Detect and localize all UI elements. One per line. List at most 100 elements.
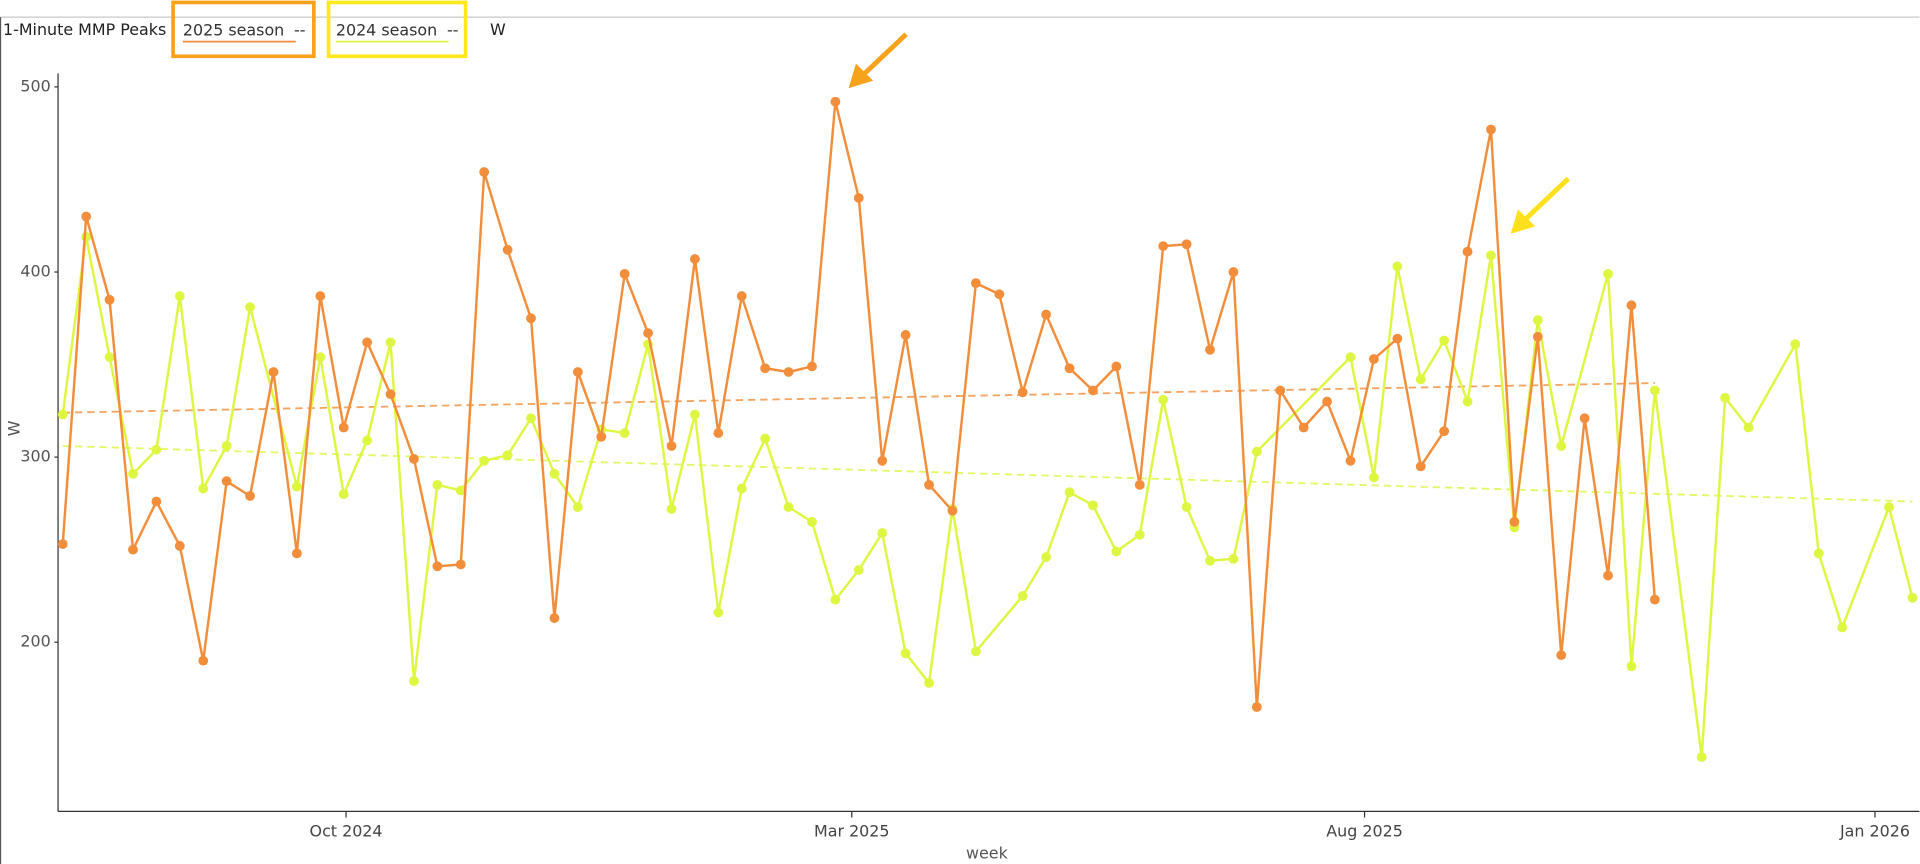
data-point — [57, 539, 68, 549]
data-point — [198, 483, 209, 494]
data-point — [1181, 239, 1192, 250]
data-point — [1134, 529, 1145, 540]
data-point — [526, 413, 536, 424]
data-point — [713, 428, 724, 438]
data-point — [1298, 422, 1309, 433]
data-point — [1111, 546, 1122, 557]
data-point — [877, 455, 888, 466]
data-point — [853, 193, 864, 203]
data-point — [1439, 335, 1450, 346]
data-point — [1486, 250, 1496, 261]
data-point — [1696, 752, 1707, 762]
data-point — [1158, 394, 1169, 405]
data-point — [1041, 552, 1052, 562]
x-tick-label: Oct 2024 — [310, 822, 383, 841]
data-point — [1228, 267, 1239, 277]
data-point — [1532, 331, 1543, 342]
data-point — [245, 491, 255, 501]
data-point — [1462, 246, 1473, 257]
data-point — [57, 409, 68, 420]
data-point — [1509, 516, 1520, 527]
data-point — [1626, 300, 1637, 311]
annotation-arrow — [1510, 176, 1570, 234]
data-point — [104, 352, 115, 363]
data-point — [1415, 461, 1426, 472]
data-point — [1064, 363, 1075, 374]
data-point — [338, 422, 349, 433]
data-point — [362, 337, 373, 348]
data-point — [900, 330, 911, 340]
data-point — [338, 489, 349, 500]
data-point — [900, 648, 911, 659]
data-point — [291, 481, 302, 492]
data-point — [1556, 650, 1567, 661]
data-point — [1837, 622, 1848, 633]
data-point — [1603, 268, 1613, 279]
data-point — [1439, 426, 1450, 437]
data-point — [807, 361, 817, 372]
data-point — [1415, 374, 1426, 385]
data-point — [362, 435, 373, 446]
data-point — [268, 367, 279, 377]
data-point — [596, 431, 607, 442]
data-point — [1720, 392, 1731, 403]
data-point — [760, 433, 771, 444]
legend-box[interactable] — [326, 0, 468, 59]
data-point — [385, 389, 396, 400]
data-point — [128, 544, 138, 555]
data-point — [690, 409, 700, 420]
data-point — [690, 254, 700, 264]
data-point — [198, 655, 209, 666]
data-point — [174, 291, 185, 301]
data-point — [643, 328, 653, 338]
data-point — [666, 504, 677, 514]
unit-label: W — [490, 20, 506, 39]
data-point — [1369, 472, 1379, 483]
legend-name: 2024 season — [336, 20, 437, 39]
data-point — [572, 367, 583, 377]
data-point — [783, 502, 794, 512]
legend-box[interactable] — [171, 0, 316, 59]
y-tick-label: 200 — [20, 632, 50, 651]
data-point — [128, 468, 138, 479]
data-point — [666, 441, 677, 451]
data-point — [385, 337, 396, 348]
data-point — [1649, 385, 1660, 396]
data-point — [1322, 396, 1332, 407]
data-point — [315, 352, 326, 363]
data-point — [736, 291, 747, 301]
data-point — [432, 561, 443, 572]
data-point — [713, 607, 724, 618]
data-point — [526, 313, 536, 324]
data-point — [432, 479, 443, 490]
data-point — [1205, 344, 1215, 355]
data-point — [1649, 594, 1660, 605]
data-point — [1579, 413, 1590, 424]
data-point — [151, 496, 162, 507]
data-point — [924, 479, 934, 490]
x-tick-label: Mar 2025 — [814, 822, 889, 841]
data-point — [502, 450, 513, 461]
y-axis-title: W — [5, 420, 24, 436]
data-point — [1345, 455, 1356, 466]
data-point — [455, 559, 466, 570]
data-point — [221, 476, 232, 487]
plot-area — [57, 96, 1918, 762]
data-point — [479, 455, 490, 466]
y-tick-label: 300 — [20, 447, 50, 466]
data-point — [783, 367, 794, 377]
data-point — [760, 363, 771, 374]
data-point — [1462, 396, 1473, 407]
data-point — [409, 454, 419, 464]
trend-line — [62, 382, 1655, 414]
data-point — [1017, 387, 1028, 398]
data-point — [1041, 309, 1052, 320]
data-point — [619, 428, 630, 438]
data-point — [970, 278, 981, 289]
legend-trend-symbol: -- — [294, 20, 305, 39]
data-point — [1626, 661, 1637, 672]
data-point — [1088, 500, 1098, 511]
data-point — [151, 444, 162, 455]
data-point — [1556, 441, 1567, 451]
